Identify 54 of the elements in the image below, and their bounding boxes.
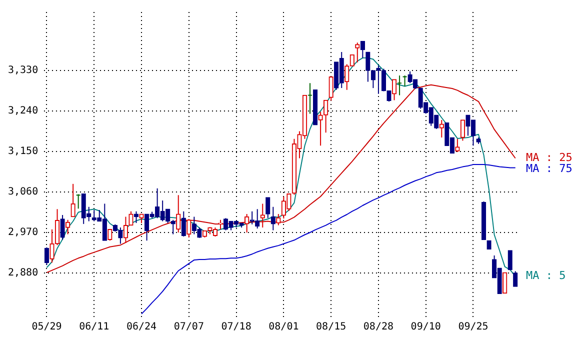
candlestick — [244, 214, 250, 233]
candlestick — [513, 270, 518, 287]
candlestick — [397, 74, 402, 96]
candlestick — [186, 218, 192, 238]
candlestick — [455, 138, 460, 152]
x-tick-label: 07/18 — [221, 322, 252, 333]
candlestick — [44, 246, 50, 266]
x-tick-label: 06/24 — [126, 322, 157, 333]
y-tick-label: 2,880 — [8, 268, 38, 279]
candlestick — [181, 210, 186, 238]
candlestick — [360, 40, 365, 58]
series-label: MA : 75 — [526, 162, 572, 176]
candlestick — [108, 229, 112, 242]
x-tick-label: 08/28 — [363, 322, 394, 333]
x-tick-label: 09/10 — [410, 322, 441, 333]
candlestick — [392, 79, 397, 101]
candlestick — [476, 137, 481, 144]
x-tick-label: 06/11 — [79, 322, 110, 333]
y-tick-label: 3,060 — [8, 186, 38, 198]
candlestick — [60, 214, 65, 240]
y-tick-label: 2,970 — [8, 227, 38, 238]
candlestick — [366, 52, 370, 82]
candlestick — [70, 183, 76, 218]
candlestick — [344, 64, 350, 90]
candlestick — [76, 194, 81, 210]
y-tick-label: 3,240 — [8, 106, 38, 117]
y-tick-label: 3,330 — [8, 65, 38, 76]
candlestick — [65, 219, 70, 235]
candlestick — [439, 120, 444, 138]
candlestick — [376, 65, 381, 94]
x-tick-label: 07/07 — [174, 322, 204, 333]
candlestick — [460, 120, 466, 142]
candlestick — [355, 42, 360, 63]
candlestick — [328, 76, 334, 102]
x-tick-label: 05/29 — [32, 322, 62, 333]
candlestick — [176, 194, 181, 233]
candlestick — [270, 206, 276, 231]
series-label: MA : 25 — [526, 151, 572, 164]
candlestick — [266, 197, 270, 219]
y-tick-label: 3,150 — [8, 146, 38, 158]
candlestick — [481, 200, 486, 240]
candlestick — [134, 210, 139, 224]
x-tick-label: 08/01 — [268, 322, 299, 333]
series-label: MA : 5 — [526, 269, 566, 282]
x-tick-label: 09/25 — [458, 322, 488, 333]
candlestick — [318, 111, 323, 146]
candlestick — [260, 203, 265, 228]
candlestick — [370, 70, 376, 89]
candlestick — [139, 214, 144, 224]
candlestick — [276, 214, 281, 226]
candlestick — [308, 82, 313, 114]
x-tick-label: 08/15 — [316, 322, 346, 333]
candlestick — [323, 100, 328, 134]
candlestick — [218, 219, 223, 230]
